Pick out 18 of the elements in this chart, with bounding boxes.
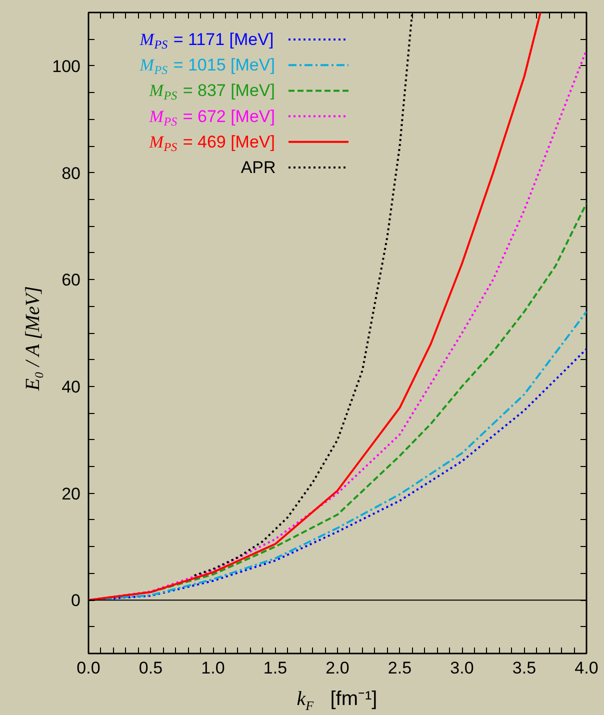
x-tick-label: 3.0: [450, 658, 474, 678]
x-tick-label: 0.5: [138, 658, 163, 678]
legend-label: APR: [240, 158, 276, 177]
y-tick-label: 60: [62, 270, 81, 290]
y-tick-label: 0: [71, 591, 81, 610]
x-tick-label: 2.5: [388, 658, 412, 678]
x-tick-label: 3.5: [512, 658, 536, 678]
y-tick-label: 40: [62, 377, 81, 396]
x-tick-label: 1.5: [263, 658, 288, 678]
y-tick-label: 20: [62, 484, 81, 504]
x-tick-label: 0.0: [76, 658, 100, 678]
x-tick-label: 2.0: [326, 658, 350, 678]
y-axis-title: E₀ / A [MeV]: [22, 286, 44, 392]
y-tick-label: 100: [52, 56, 81, 76]
text: k$_{F}$ [fm⁻¹]: [296, 688, 378, 713]
x-tick-label: 1.0: [201, 658, 225, 678]
x-tick-label: 4.0: [574, 658, 598, 678]
y-tick-label: 80: [62, 164, 81, 183]
